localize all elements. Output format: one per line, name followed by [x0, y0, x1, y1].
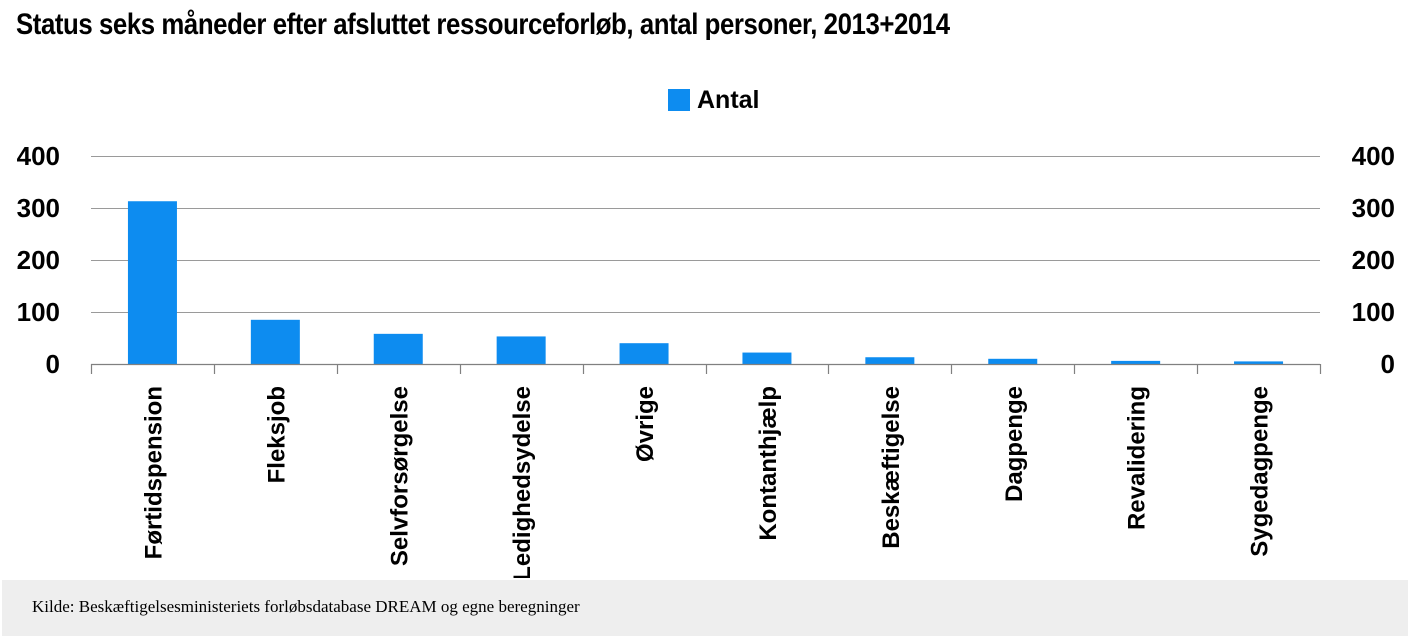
category-labels: Førtidspension Fleksjob Selvforsørgelse Led…: [140, 386, 1273, 578]
x-tick-label: Førtidspension: [140, 386, 167, 559]
bar: [619, 343, 669, 364]
x-tick-label: Sygedagpenge: [1247, 386, 1274, 557]
y-tick-label-right: 0: [1381, 349, 1395, 379]
bar: [865, 357, 915, 364]
source-footer: Kilde: Beskæftigelsesministeriets forløb…: [2, 580, 1408, 636]
y-tick-label: 100: [17, 297, 60, 327]
x-tick-label: Fleksjob: [263, 386, 290, 483]
bar: [742, 352, 792, 364]
y-tick-label-right: 400: [1352, 141, 1395, 171]
bar: [250, 319, 300, 364]
x-tick-label: Ledighedsydelse: [509, 386, 536, 578]
y-tick-label: 0: [46, 349, 60, 379]
bar: [1234, 361, 1284, 364]
bar: [988, 358, 1038, 364]
x-tick-label: Øvrige: [632, 386, 659, 462]
x-tick-label: Dagpenge: [1001, 386, 1028, 502]
legend-swatch: [668, 89, 690, 111]
bar: [496, 336, 546, 364]
y-axis-right: 0 100 200 300 400: [1352, 141, 1395, 379]
y-tick-label: 300: [17, 193, 60, 223]
y-axis-left: 0 100 200 300 400: [17, 141, 60, 379]
legend-label: Antal: [697, 86, 760, 114]
gridlines: [91, 156, 1320, 313]
bar: [1111, 360, 1161, 364]
y-tick-label: 200: [17, 245, 60, 275]
x-axis: [90, 363, 1322, 374]
y-tick-label-right: 200: [1352, 245, 1395, 275]
bars: [127, 201, 1284, 364]
y-tick-label: 400: [17, 141, 60, 171]
bar-chart: 0 100 200 300 400 0 100 200 300 400 Førtidspensi…: [17, 86, 1395, 578]
y-tick-label-right: 300: [1352, 193, 1395, 223]
x-tick-label: Kontanthjælp: [755, 386, 782, 541]
y-tick-label-right: 100: [1352, 297, 1395, 327]
bar: [373, 333, 423, 364]
chart-title: Status seks måneder efter afsluttet ress…: [16, 8, 950, 41]
x-tick-label: Revalidering: [1124, 386, 1151, 530]
legend: Antal: [668, 86, 760, 114]
x-tick-label: Beskæftigelse: [878, 386, 905, 549]
x-tick-label: Selvforsørgelse: [386, 386, 413, 566]
source-text: Kilde: Beskæftigelsesministeriets forløb…: [32, 597, 580, 616]
bar: [127, 201, 177, 364]
